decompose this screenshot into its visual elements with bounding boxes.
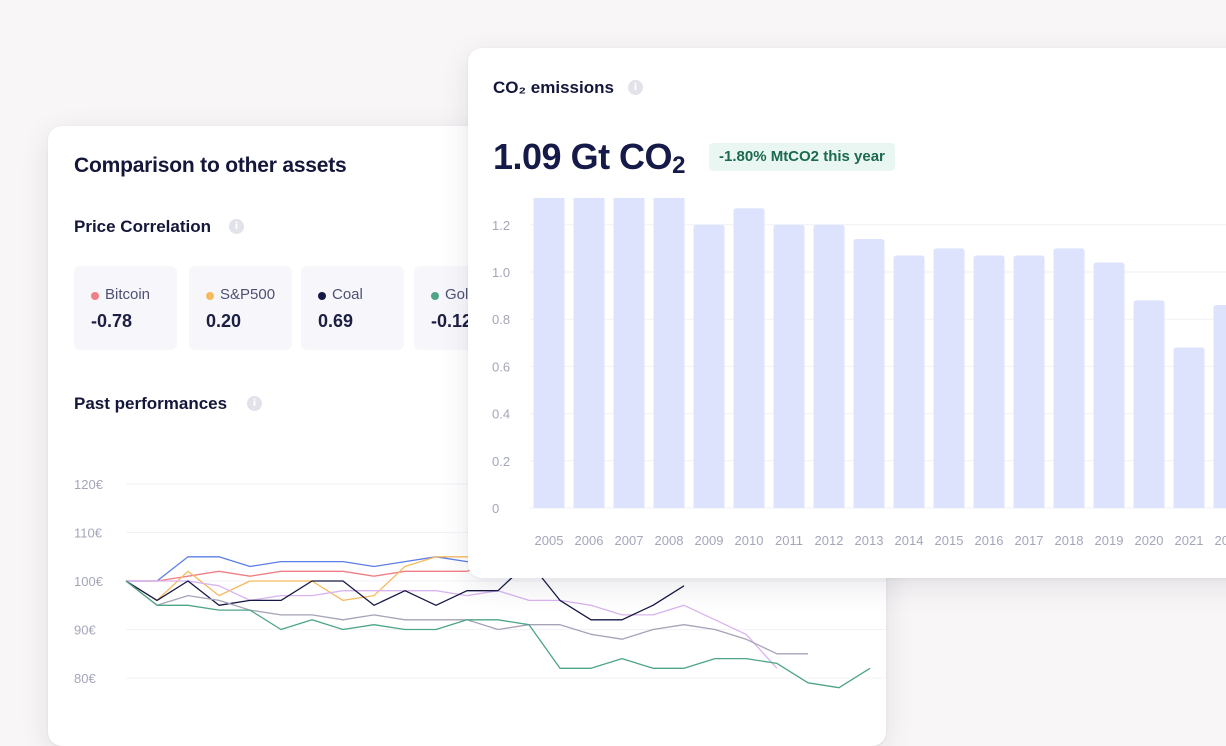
bar-chart-y-tick: 1.0 <box>492 265 510 280</box>
bar-2013[interactable] <box>854 239 885 508</box>
bar-2022[interactable] <box>1214 305 1226 508</box>
bar-chart-x-tick: 2011 <box>775 533 803 548</box>
bar-chart-y-tick: 0.8 <box>492 312 510 327</box>
emissions-total-value: 1.09 Gt CO <box>493 136 672 177</box>
emissions-total-subscript: 2 <box>672 152 685 179</box>
bar-2018[interactable] <box>1054 248 1085 508</box>
bar-2020[interactable] <box>1134 300 1165 508</box>
bar-chart-x-tick: 2017 <box>1015 533 1044 548</box>
bar-2014[interactable] <box>894 255 925 508</box>
correlation-name: Coal <box>332 286 363 303</box>
bar-chart-x-tick: 2022 <box>1215 533 1226 548</box>
emissions-title: CO₂ emissions <box>493 78 614 98</box>
bar-chart-x-tick: 2018 <box>1055 533 1084 548</box>
bar-chart-x-tick: 2014 <box>895 533 924 548</box>
bar-2015[interactable] <box>934 248 965 508</box>
bitcoin-dot <box>91 292 99 300</box>
correlation-value: -0.78 <box>91 311 132 332</box>
bar-chart-x-tick: 2005 <box>535 533 564 548</box>
bar-2007[interactable] <box>614 198 645 508</box>
price-correlation-title: Price Correlation <box>74 217 211 237</box>
bar-2017[interactable] <box>1014 255 1045 508</box>
bar-2016[interactable] <box>974 255 1005 508</box>
bar-chart-x-tick: 2009 <box>695 533 724 548</box>
bar-2019[interactable] <box>1094 263 1125 508</box>
bar-chart-x-tick: 2015 <box>935 533 964 548</box>
bar-chart-y-tick: 1.2 <box>492 218 510 233</box>
sp500-dot <box>206 292 214 300</box>
bar-chart-y-tick: 0.6 <box>492 359 510 374</box>
coal-dot <box>318 292 326 300</box>
line-chart-y-tick: 120€ <box>74 477 104 492</box>
correlation-value: 0.69 <box>318 311 353 332</box>
bar-2008[interactable] <box>654 198 685 508</box>
line-series-6[interactable] <box>126 581 870 688</box>
correlation-value: -0.12 <box>431 311 472 332</box>
past-performances-info-icon[interactable]: i <box>247 396 262 411</box>
bar-2005[interactable] <box>534 198 565 508</box>
bar-chart-y-tick: 0.4 <box>492 407 510 422</box>
correlation-value: 0.20 <box>206 311 241 332</box>
past-performances-title: Past performances <box>74 394 227 414</box>
bar-2012[interactable] <box>814 225 845 508</box>
bar-chart-x-tick: 2020 <box>1135 533 1164 548</box>
bar-chart-x-tick: 2019 <box>1095 533 1124 548</box>
bar-2021[interactable] <box>1174 348 1205 508</box>
emissions-change-badge: -1.80% MtCO2 this year <box>709 143 895 171</box>
bar-chart-x-tick: 2010 <box>735 533 764 548</box>
bar-2009[interactable] <box>694 225 725 508</box>
emissions-total: 1.09 Gt CO2 <box>493 136 685 180</box>
price-correlation-info-icon[interactable]: i <box>229 219 244 234</box>
correlation-name: Bitcoin <box>105 286 150 303</box>
gold-dot <box>431 292 439 300</box>
bar-chart-x-tick: 2008 <box>655 533 684 548</box>
bar-chart-x-tick: 2016 <box>975 533 1004 548</box>
line-chart-y-tick: 110€ <box>74 526 103 541</box>
bar-chart-y-tick: 0.2 <box>492 454 510 469</box>
correlation-item-sp500[interactable]: S&P500 0.20 <box>189 266 292 350</box>
bar-2010[interactable] <box>734 208 765 508</box>
correlation-item-bitcoin[interactable]: Bitcoin -0.78 <box>74 266 177 350</box>
correlation-item-coal[interactable]: Coal 0.69 <box>301 266 404 350</box>
bar-chart-x-tick: 2013 <box>855 533 884 548</box>
bar-2006[interactable] <box>574 198 605 508</box>
emissions-card: CO₂ emissions i 1.09 Gt CO2 -1.80% MtCO2… <box>468 48 1226 578</box>
bar-chart-x-tick: 2021 <box>1175 533 1204 548</box>
line-chart-y-tick: 80€ <box>74 671 96 686</box>
correlation-name: S&P500 <box>220 286 275 303</box>
emissions-bar-chart: 00.20.40.60.81.01.21.41.5200520062007200… <box>468 198 1226 558</box>
comparison-title: Comparison to other assets <box>74 154 347 178</box>
bar-chart-x-tick: 2007 <box>615 533 644 548</box>
emissions-info-icon[interactable]: i <box>628 80 643 95</box>
line-chart-y-tick: 100€ <box>74 574 104 589</box>
bar-chart-x-tick: 2006 <box>575 533 604 548</box>
bar-chart-x-tick: 2012 <box>815 533 844 548</box>
line-chart-y-tick: 90€ <box>74 623 96 638</box>
bar-chart-y-tick: 0 <box>492 501 499 516</box>
bar-2011[interactable] <box>774 225 805 508</box>
